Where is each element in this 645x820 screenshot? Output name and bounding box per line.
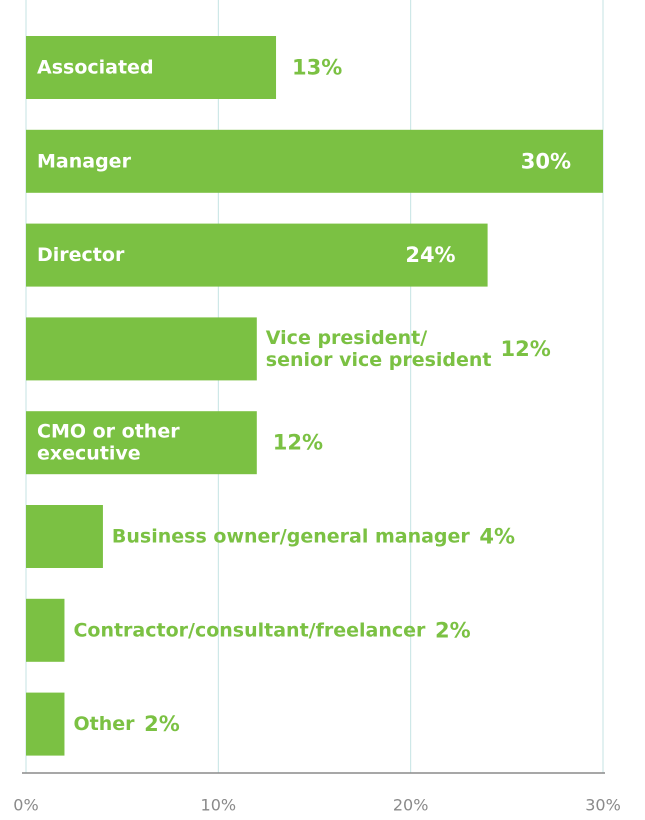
category-line: Business owner/general manager	[112, 525, 470, 547]
value-label: 30%	[521, 149, 571, 173]
category-label: Associated	[37, 56, 154, 78]
category-line: Other	[73, 713, 135, 735]
bar	[26, 317, 257, 381]
bar	[26, 223, 488, 287]
value-label: 13%	[292, 56, 342, 80]
category-label: Manager	[37, 150, 132, 172]
x-tick-label: 30%	[585, 796, 621, 815]
bar	[26, 692, 65, 756]
category-line: Manager	[37, 150, 132, 172]
grid	[25, 0, 604, 773]
bar	[26, 129, 603, 193]
category-line: Director	[37, 244, 125, 266]
category-line: executive	[37, 442, 141, 464]
category-line: CMO or other	[37, 420, 180, 442]
category-label: Business owner/general manager	[112, 525, 470, 547]
bar	[26, 598, 65, 662]
category-line: Associated	[37, 56, 154, 78]
x-tick-label: 0%	[13, 796, 38, 815]
value-label: 2%	[144, 712, 180, 736]
category-line: Contractor/consultant/freelancer	[73, 619, 426, 641]
bar	[26, 36, 277, 99]
category-label: Director	[37, 244, 125, 266]
value-label: 24%	[405, 243, 455, 267]
value-label: 4%	[479, 525, 515, 549]
category-line: senior vice president	[266, 348, 492, 370]
bar	[26, 505, 103, 568]
category-label: CMO or other executive	[37, 420, 180, 464]
category-label: Vice president/senior vice president	[266, 326, 492, 370]
x-tick-label: 10%	[201, 796, 237, 815]
value-label: 2%	[435, 618, 471, 642]
category-label: Other	[73, 713, 135, 735]
category-line: Vice president/	[266, 326, 427, 348]
x-tick-label: 20%	[393, 796, 429, 815]
category-label: Contractor/consultant/freelancer	[73, 619, 426, 641]
value-label: 12%	[273, 431, 323, 455]
bar	[26, 411, 257, 475]
value-label: 12%	[501, 337, 551, 361]
